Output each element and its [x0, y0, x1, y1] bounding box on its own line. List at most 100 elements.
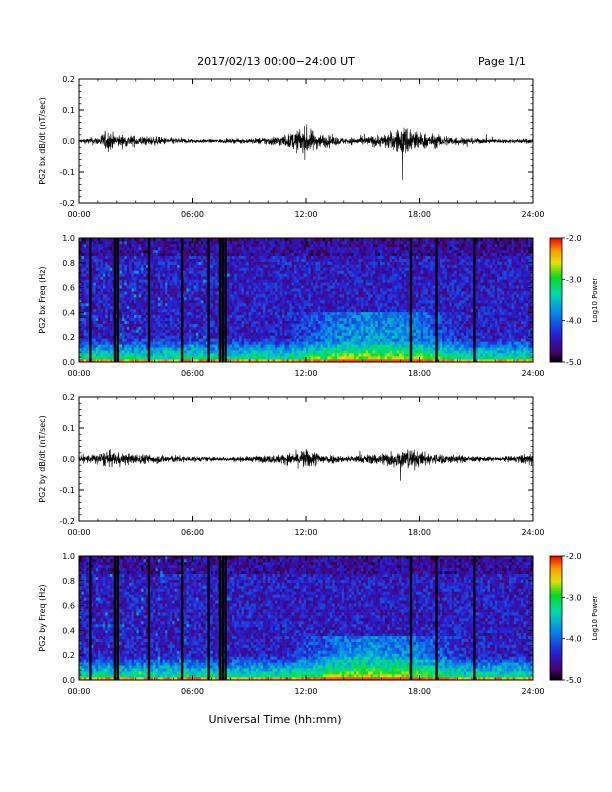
heatmap-cell — [325, 314, 328, 319]
heatmap-cell — [346, 258, 350, 262]
heatmap-cell — [133, 311, 137, 316]
heatmap-cell — [157, 252, 161, 257]
heatmap-cell — [145, 344, 149, 348]
heatmap-cell — [267, 302, 271, 307]
heatmap-cell — [162, 246, 166, 251]
heatmap-cell — [349, 273, 352, 277]
heatmap-cell — [124, 332, 128, 336]
heatmap-cell — [327, 332, 331, 336]
heatmap-cell — [126, 300, 130, 304]
heatmap-cell — [291, 338, 295, 342]
heatmap-cell — [332, 359, 335, 363]
heatmap-cell — [227, 311, 230, 316]
heatmap-cell — [298, 314, 302, 319]
heatmap-cell — [267, 326, 271, 330]
heatmap-cell — [169, 279, 173, 283]
heatmap-cell — [102, 285, 106, 289]
heatmap-cell — [176, 246, 180, 251]
heatmap-cell — [258, 338, 261, 342]
heatmap-cell — [176, 258, 180, 262]
heatmap-cell — [172, 264, 175, 268]
heatmap-cell — [162, 291, 166, 295]
heatmap-cell — [219, 288, 223, 292]
heatmap-cell — [191, 264, 194, 268]
heatmap-cell — [272, 246, 276, 251]
heatmap-cell — [298, 249, 302, 254]
heatmap-cell — [351, 320, 355, 324]
heatmap-cell — [145, 311, 149, 316]
heatmap-cell — [98, 326, 101, 330]
heatmap-cell — [191, 338, 194, 342]
heatmap-cell — [93, 353, 97, 357]
heatmap-cell — [83, 305, 87, 310]
heatmap-cell — [210, 294, 214, 298]
heatmap-cell — [126, 282, 130, 286]
heatmap-cell — [172, 338, 175, 342]
heatmap-cell — [215, 285, 218, 289]
heatmap-cell — [124, 291, 128, 295]
heatmap-cell — [200, 302, 204, 307]
heatmap-cell — [344, 320, 347, 324]
heatmap-cell — [246, 288, 249, 292]
heatmap-cell — [133, 359, 137, 363]
heatmap-cell — [100, 285, 104, 289]
heatmap-cell — [270, 344, 273, 348]
heatmap-cell — [315, 344, 319, 348]
heatmap-cell — [145, 341, 149, 345]
heatmap-cell — [179, 347, 183, 351]
heatmap-cell — [349, 238, 352, 242]
heatmap-cell — [136, 249, 140, 254]
heatmap-cell — [248, 243, 252, 248]
heatmap-cell — [157, 238, 161, 242]
heatmap-cell — [337, 302, 340, 307]
heatmap-cell — [320, 353, 324, 357]
heatmap-cell — [246, 302, 249, 307]
heatmap-cell — [339, 338, 343, 342]
heatmap-cell — [191, 347, 194, 351]
heatmap-cell — [169, 350, 173, 354]
heatmap-cell — [90, 359, 94, 363]
heatmap-cell — [308, 261, 312, 265]
heatmap-cell — [153, 294, 156, 298]
heatmap-cell — [210, 252, 214, 257]
heatmap-cell — [277, 273, 281, 277]
heatmap-cell — [153, 270, 156, 274]
heatmap-cell — [169, 344, 173, 348]
heatmap-cell — [239, 294, 242, 298]
heatmap-cell — [229, 323, 233, 327]
heatmap-cell — [274, 353, 278, 357]
heatmap-cell — [239, 276, 242, 280]
heatmap-cell — [315, 329, 319, 333]
heatmap-cell — [317, 276, 321, 280]
heatmap-cell — [227, 308, 230, 313]
heatmap-cell — [186, 317, 190, 321]
heatmap-cell — [332, 238, 335, 242]
heatmap-cell — [279, 359, 283, 363]
heatmap-cell — [231, 276, 235, 280]
heatmap-cell — [322, 308, 326, 313]
heatmap-cell — [133, 353, 137, 357]
heatmap-cell — [334, 326, 338, 330]
heatmap-cell — [315, 350, 319, 354]
heatmap-cell — [251, 305, 254, 310]
heatmap-cell — [327, 300, 331, 304]
heatmap-cell — [246, 255, 249, 259]
heatmap-cell — [272, 350, 276, 354]
heatmap-cell — [325, 270, 328, 274]
heatmap-cell — [131, 264, 135, 268]
heatmap-cell — [174, 252, 178, 257]
heatmap-cell — [114, 335, 118, 339]
heatmap-cell — [346, 238, 350, 242]
heatmap-cell — [131, 270, 135, 274]
heatmap-cell — [95, 338, 99, 342]
heatmap-cell — [114, 240, 118, 245]
heatmap-cell — [196, 246, 199, 251]
heatmap-cell — [79, 353, 82, 357]
heatmap-cell — [274, 320, 278, 324]
heatmap-cell — [83, 326, 87, 330]
heatmap-cell — [282, 273, 285, 277]
heatmap-cell — [282, 338, 285, 342]
heatmap-cell — [200, 359, 204, 363]
heatmap-cell — [143, 255, 147, 259]
heatmap-cell — [294, 282, 297, 286]
